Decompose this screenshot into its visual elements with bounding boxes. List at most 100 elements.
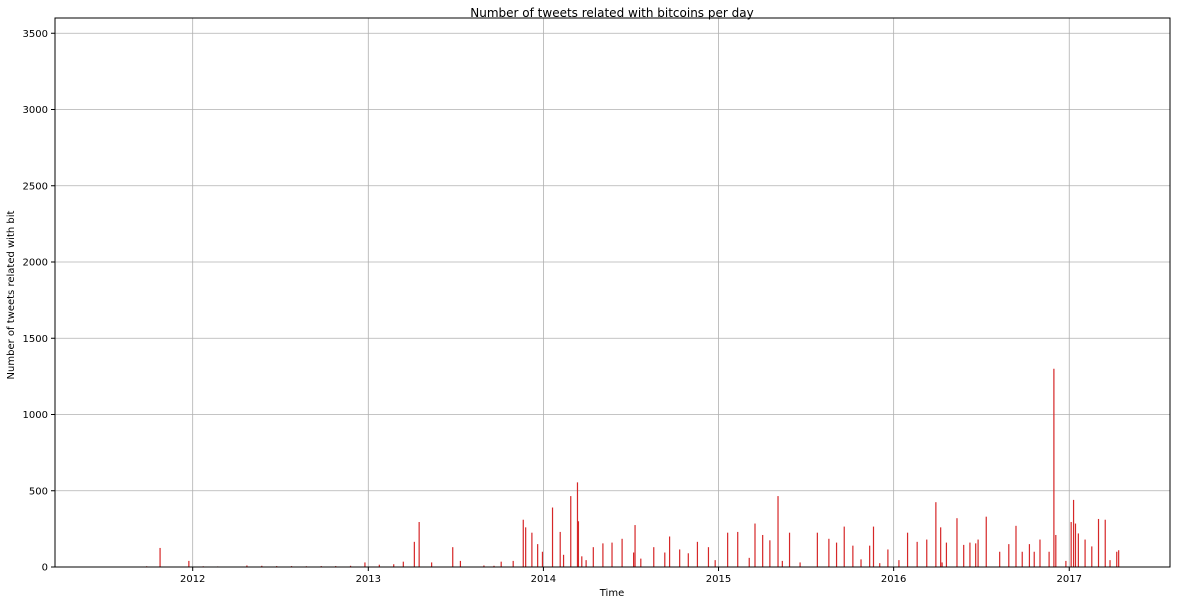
bar xyxy=(799,562,801,567)
bar xyxy=(483,565,485,567)
bar xyxy=(500,561,502,567)
x-axis-label: Time xyxy=(599,588,624,599)
y-tick-label: 2500 xyxy=(23,181,48,192)
bar xyxy=(963,544,965,567)
bar xyxy=(1065,560,1067,567)
bar xyxy=(364,562,366,567)
bar xyxy=(551,507,554,567)
bar xyxy=(493,565,495,567)
y-tick-label: 3500 xyxy=(23,29,48,40)
bar xyxy=(737,531,739,567)
bar xyxy=(159,547,161,567)
grid-lines xyxy=(55,18,1170,568)
bar xyxy=(748,557,750,567)
bar xyxy=(611,542,613,567)
x-axis-ticks: 2012 2013 2014 2015 2016 2017 xyxy=(180,567,1082,585)
bar xyxy=(999,551,1001,567)
bar xyxy=(860,559,862,567)
bar xyxy=(664,552,666,567)
bar xyxy=(828,538,830,567)
bar xyxy=(777,496,779,567)
bar xyxy=(522,519,524,567)
bar xyxy=(696,541,699,567)
x-tick-label: 2015 xyxy=(706,574,731,585)
bar xyxy=(393,564,395,567)
bar xyxy=(537,544,539,567)
y-tick-label: 1500 xyxy=(23,334,48,345)
y-tick-label: 1000 xyxy=(23,410,48,421)
bar xyxy=(1015,525,1017,567)
chart-title: Number of tweets related with bitcoins p… xyxy=(470,6,753,20)
bar xyxy=(1104,519,1106,567)
bar xyxy=(687,553,689,567)
bar xyxy=(727,532,729,567)
y-axis-ticks: 0 500 1000 1500 2000 2500 3000 3500 xyxy=(23,29,55,574)
bar xyxy=(956,518,958,567)
bar xyxy=(898,560,900,567)
bar xyxy=(559,531,561,567)
bar xyxy=(1077,533,1079,567)
bar xyxy=(935,502,937,567)
bar xyxy=(668,536,671,567)
bar xyxy=(602,543,604,567)
bar xyxy=(512,560,514,567)
bar xyxy=(887,549,889,567)
bar xyxy=(1033,551,1035,567)
y-tick-label: 500 xyxy=(29,486,48,497)
bar xyxy=(926,539,928,567)
bar xyxy=(869,545,871,567)
bar xyxy=(843,526,845,567)
bar xyxy=(525,527,527,567)
y-axis-label: Number of tweets related with bit xyxy=(6,210,17,379)
bar xyxy=(975,543,977,567)
bar xyxy=(577,521,580,567)
bar xyxy=(714,560,716,567)
bar xyxy=(916,541,918,567)
bar xyxy=(754,523,756,567)
bar xyxy=(634,525,636,567)
bar xyxy=(188,560,190,567)
bar xyxy=(835,542,838,567)
bar xyxy=(531,532,533,567)
bar xyxy=(1048,551,1050,567)
bar xyxy=(1118,550,1120,567)
bar xyxy=(969,542,971,567)
x-tick-label: 2016 xyxy=(881,574,906,585)
bar xyxy=(653,547,655,567)
bar-series xyxy=(146,368,1120,567)
bar xyxy=(940,527,942,567)
bar xyxy=(1091,546,1093,567)
bar xyxy=(816,532,818,567)
bar xyxy=(941,562,943,567)
bar xyxy=(1084,539,1086,567)
bar xyxy=(945,542,948,567)
y-tick-label: 0 xyxy=(42,563,48,574)
y-tick-label: 2000 xyxy=(23,258,48,269)
bar xyxy=(1055,534,1057,567)
bar xyxy=(541,551,544,567)
bar xyxy=(1109,560,1111,567)
bar xyxy=(1074,523,1077,567)
bar xyxy=(576,482,579,567)
bar xyxy=(985,516,987,567)
bar xyxy=(413,541,415,567)
bar xyxy=(679,549,681,567)
bar xyxy=(246,565,248,567)
x-tick-label: 2012 xyxy=(180,574,205,585)
bar xyxy=(977,539,979,567)
bar xyxy=(585,560,587,567)
y-tick-label: 3000 xyxy=(23,105,48,116)
x-tick-label: 2017 xyxy=(1057,574,1082,585)
bar xyxy=(1072,499,1075,567)
bar xyxy=(1116,551,1118,567)
bar xyxy=(562,554,565,567)
bar xyxy=(781,560,783,567)
bar xyxy=(402,561,404,567)
bar xyxy=(640,558,642,567)
bar xyxy=(581,556,583,567)
bar xyxy=(418,522,420,567)
bar xyxy=(1070,522,1072,567)
bar xyxy=(378,564,380,567)
bar xyxy=(906,532,909,567)
